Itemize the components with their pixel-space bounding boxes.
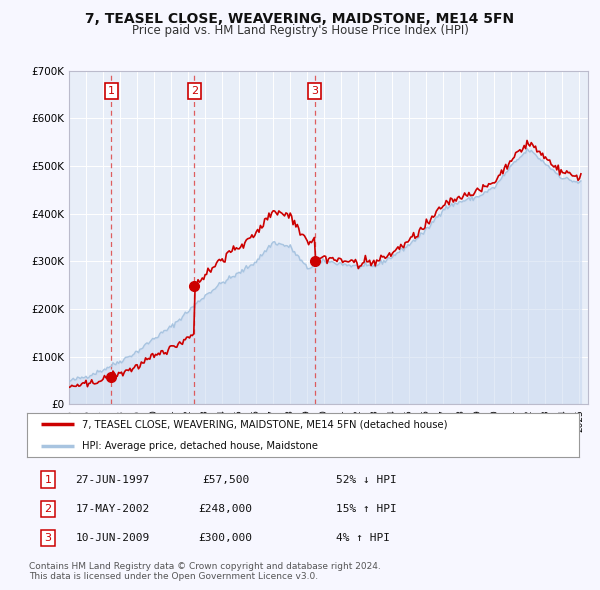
Text: £300,000: £300,000 [199,533,253,543]
Text: 4% ↑ HPI: 4% ↑ HPI [336,533,390,543]
Text: 3: 3 [311,86,318,96]
Text: 7, TEASEL CLOSE, WEAVERING, MAIDSTONE, ME14 5FN: 7, TEASEL CLOSE, WEAVERING, MAIDSTONE, M… [85,12,515,26]
Text: 52% ↓ HPI: 52% ↓ HPI [336,474,397,484]
Text: HPI: Average price, detached house, Maidstone: HPI: Average price, detached house, Maid… [82,441,318,451]
Text: 1: 1 [108,86,115,96]
Text: Contains HM Land Registry data © Crown copyright and database right 2024.: Contains HM Land Registry data © Crown c… [29,562,380,571]
Text: £57,500: £57,500 [202,474,250,484]
Text: 27-JUN-1997: 27-JUN-1997 [76,474,149,484]
Text: 2: 2 [44,504,52,514]
Text: 1: 1 [44,474,52,484]
Text: 7, TEASEL CLOSE, WEAVERING, MAIDSTONE, ME14 5FN (detached house): 7, TEASEL CLOSE, WEAVERING, MAIDSTONE, M… [82,419,448,429]
Text: 15% ↑ HPI: 15% ↑ HPI [336,504,397,514]
Text: 17-MAY-2002: 17-MAY-2002 [76,504,149,514]
Text: 3: 3 [44,533,52,543]
Text: £248,000: £248,000 [199,504,253,514]
Text: 2: 2 [191,86,198,96]
Text: This data is licensed under the Open Government Licence v3.0.: This data is licensed under the Open Gov… [29,572,318,581]
Text: 10-JUN-2009: 10-JUN-2009 [76,533,149,543]
Text: Price paid vs. HM Land Registry's House Price Index (HPI): Price paid vs. HM Land Registry's House … [131,24,469,37]
